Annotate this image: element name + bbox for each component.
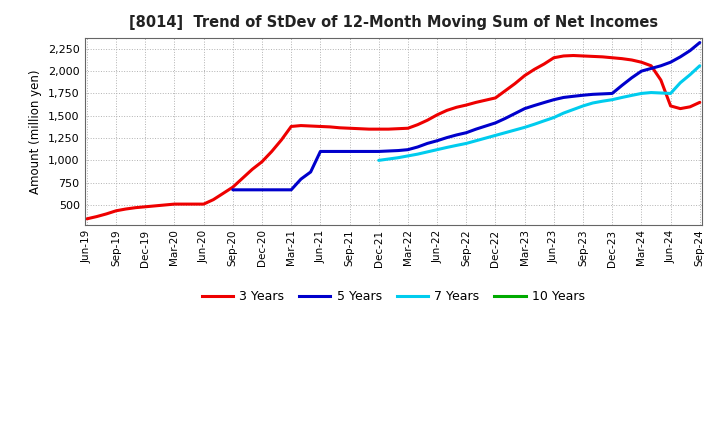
5 Years [569, 94, 577, 99]
5 Years [365, 149, 374, 154]
5 Years [277, 187, 286, 192]
5 Years [588, 92, 597, 97]
5 Years [676, 54, 685, 59]
5 Years [559, 95, 568, 100]
5 Years [238, 187, 247, 192]
7 Years [549, 115, 558, 120]
3 Years [472, 100, 480, 105]
7 Years [685, 72, 694, 77]
3 Years [161, 202, 169, 208]
3 Years [336, 125, 344, 130]
5 Years [472, 126, 480, 132]
7 Years [608, 97, 616, 103]
3 Years [423, 117, 432, 123]
5 Years [598, 91, 607, 96]
7 Years [394, 155, 402, 160]
5 Years [637, 69, 646, 74]
7 Years [588, 100, 597, 106]
5 Years [579, 92, 588, 98]
7 Years [666, 91, 675, 96]
7 Years [521, 125, 529, 130]
5 Years [228, 187, 237, 192]
7 Years [404, 153, 413, 158]
5 Years [530, 103, 539, 108]
7 Years [647, 90, 655, 95]
5 Years [423, 141, 432, 146]
7 Years [374, 158, 383, 163]
5 Years [608, 91, 616, 96]
7 Years [423, 149, 432, 154]
5 Years [248, 187, 256, 192]
5 Years [627, 75, 636, 81]
7 Years [657, 90, 665, 95]
5 Years [549, 97, 558, 103]
Line: 5 Years: 5 Years [233, 43, 700, 190]
7 Years [579, 103, 588, 109]
7 Years [443, 145, 451, 150]
7 Years [510, 128, 519, 133]
7 Years [530, 121, 539, 127]
3 Years [482, 98, 490, 103]
5 Years [491, 120, 500, 125]
5 Years [501, 116, 510, 121]
5 Years [374, 149, 383, 154]
5 Years [346, 149, 354, 154]
7 Years [413, 151, 422, 157]
3 Years [696, 100, 704, 105]
5 Years [384, 148, 393, 154]
7 Years [618, 95, 626, 100]
7 Years [627, 93, 636, 98]
3 Years [569, 53, 577, 58]
7 Years [501, 130, 510, 136]
5 Years [685, 48, 694, 53]
7 Years [462, 141, 471, 146]
Legend: 3 Years, 5 Years, 7 Years, 10 Years: 3 Years, 5 Years, 7 Years, 10 Years [197, 285, 590, 308]
5 Years [510, 111, 519, 116]
Line: 7 Years: 7 Years [379, 66, 700, 160]
5 Years [482, 123, 490, 128]
7 Years [482, 136, 490, 141]
5 Years [666, 59, 675, 65]
Title: [8014]  Trend of StDev of 12-Month Moving Sum of Net Incomes: [8014] Trend of StDev of 12-Month Moving… [129, 15, 658, 30]
5 Years [316, 149, 325, 154]
7 Years [384, 156, 393, 161]
5 Years [443, 135, 451, 140]
5 Years [267, 187, 276, 192]
7 Years [637, 91, 646, 96]
7 Years [472, 138, 480, 143]
Line: 3 Years: 3 Years [87, 55, 700, 219]
5 Years [696, 40, 704, 45]
5 Years [657, 63, 665, 68]
5 Years [540, 100, 549, 105]
Y-axis label: Amount (million yen): Amount (million yen) [30, 69, 42, 194]
7 Years [540, 118, 549, 124]
5 Years [258, 187, 266, 192]
5 Years [462, 130, 471, 136]
5 Years [325, 149, 334, 154]
7 Years [491, 133, 500, 138]
5 Years [336, 149, 344, 154]
7 Years [569, 107, 577, 112]
5 Years [404, 147, 413, 152]
7 Years [598, 99, 607, 104]
5 Years [647, 66, 655, 71]
5 Years [413, 144, 422, 150]
5 Years [287, 187, 295, 192]
7 Years [452, 143, 461, 148]
7 Years [559, 110, 568, 116]
3 Years [384, 126, 393, 132]
3 Years [83, 216, 91, 221]
5 Years [452, 132, 461, 138]
5 Years [355, 149, 364, 154]
5 Years [433, 138, 441, 143]
7 Years [676, 80, 685, 85]
5 Years [297, 176, 305, 182]
5 Years [394, 148, 402, 153]
7 Years [433, 147, 441, 152]
7 Years [696, 63, 704, 68]
5 Years [618, 83, 626, 88]
5 Years [521, 106, 529, 111]
5 Years [306, 169, 315, 175]
